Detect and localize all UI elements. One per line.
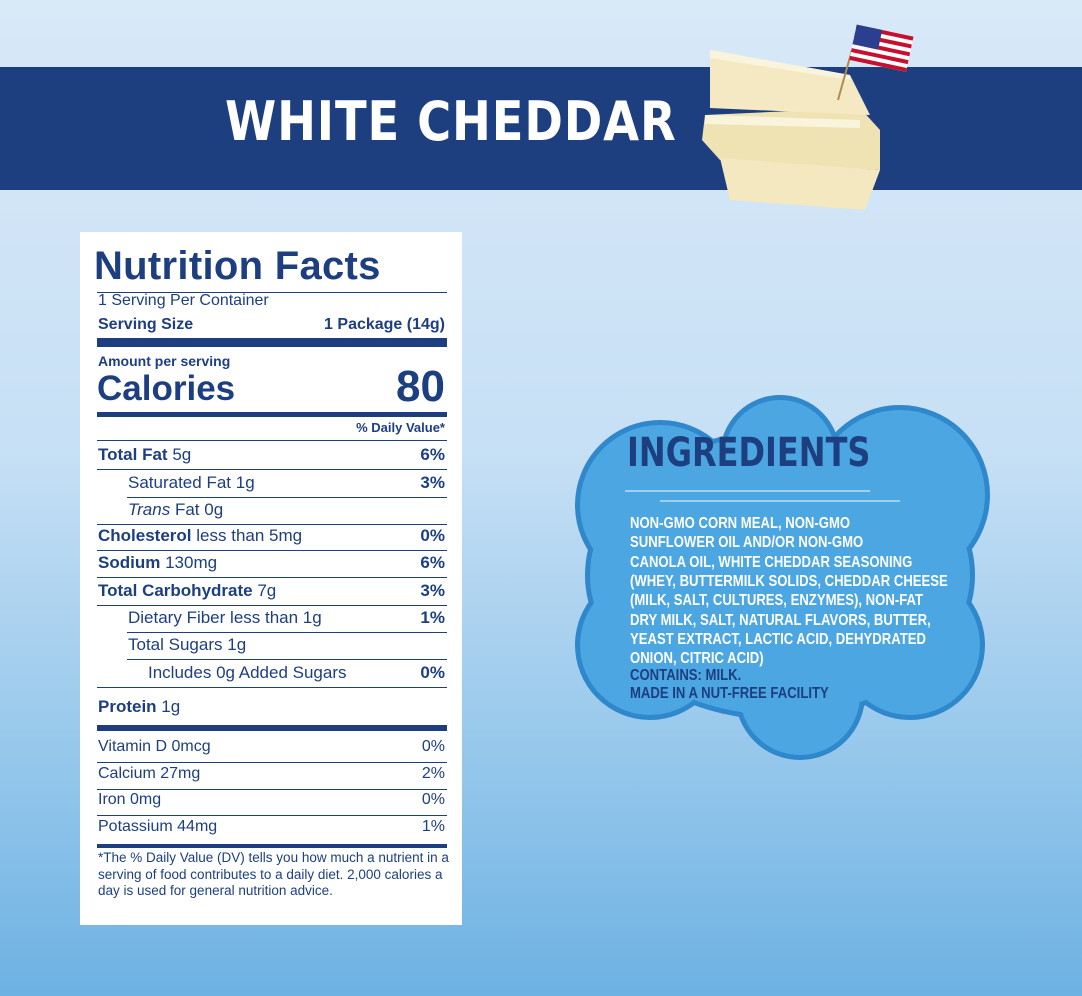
nutrition-label: Nutrition Facts 1 Serving Per Container Se… <box>80 232 462 925</box>
rule <box>97 844 447 848</box>
nutrient-dv: 6% <box>420 553 445 572</box>
ingredient-line: NON-GMO CORN MEAL, NON-GMO <box>630 515 851 532</box>
vitamin-dv: 1% <box>421 818 445 835</box>
vitamin-amount: 44mg <box>177 818 218 835</box>
nutrient-row: Total Carbohydrate 7g <box>98 581 276 601</box>
rule <box>97 469 447 470</box>
nutrient-amount: 1g <box>161 697 181 716</box>
nutrient-row: Protein 1g <box>98 697 180 717</box>
nutrient-amount: 0g Added Sugars <box>216 663 347 682</box>
vitamin-amount: 0mcg <box>171 738 211 755</box>
vitamin-row: Potassium 44mg <box>98 818 217 836</box>
banner <box>0 67 1082 190</box>
ingredient-line: DRY MILK, SALT, NATURAL FLAVORS, BUTTER, <box>630 611 931 629</box>
ingredients-cloud <box>575 395 990 760</box>
vitamin-name: Potassium <box>98 818 173 835</box>
rule <box>97 577 447 578</box>
ingredient-line: CANOLA OIL, WHITE CHEDDAR SEASONING <box>630 553 913 571</box>
vitamin-dv: 0% <box>421 738 445 755</box>
nutrient-amount: 1g <box>227 635 247 654</box>
nutrient-row: Saturated Fat 1g <box>128 473 255 493</box>
footnote: *The % Daily Value (DV) tells you how mu… <box>98 850 449 898</box>
nutrient-name: Dietary Fiber <box>128 608 226 627</box>
vitamin-dv: 0% <box>421 791 445 808</box>
rule <box>97 440 447 441</box>
rule <box>97 815 447 816</box>
nutrient-dv: 3% <box>420 473 445 492</box>
nutrient-row: Dietary Fiber less than 1g <box>128 608 322 628</box>
nutrient-row: Total Fat 5g <box>98 445 191 465</box>
nutrient-row: Cholesterol less than 5mg <box>98 526 302 546</box>
calories-label: Calories <box>97 369 236 408</box>
ingredient-line: ONION, CITRIC ACID) <box>630 650 764 668</box>
nutrient-name: Sodium <box>98 553 161 572</box>
nutrient-name: Total Carbohydrate <box>98 581 253 600</box>
calories: 80 <box>396 362 445 411</box>
vitamin-dv: 2% <box>421 765 445 782</box>
ingredient-line: SUNFLOWER OIL AND/OR NON-GMO <box>630 534 864 552</box>
nutrient-dv: 3% <box>420 581 445 600</box>
rule <box>97 412 447 417</box>
vitamin-amount: 0mg <box>130 791 162 808</box>
rule <box>97 725 447 731</box>
nutrient-name: Cholesterol <box>98 526 192 545</box>
nutrient-name-italic: Trans <box>128 500 171 519</box>
vitamin-name: Vitamin D <box>98 738 168 755</box>
label-title: Nutrition Facts <box>94 244 381 288</box>
nutrient-amount: less than 1g <box>230 608 322 627</box>
nutrient-amount: 0g <box>204 500 224 519</box>
rule <box>97 605 447 606</box>
rule <box>97 550 447 551</box>
nutrient-dv: 0% <box>420 663 445 682</box>
nutrient-amount: 130mg <box>165 553 218 572</box>
nutrient-name: Includes <box>148 663 212 682</box>
ingredients-title: INGREDIENTS <box>627 430 871 476</box>
nutrient-dv: 0% <box>420 526 445 545</box>
nutrient-name: Saturated Fat <box>128 473 232 492</box>
nutrient-amount: 7g <box>257 581 277 600</box>
nutrient-name: Total Fat <box>98 445 168 464</box>
vitamin-row: Calcium 27mg <box>98 765 200 783</box>
nutrient-amount: 5g <box>172 445 192 464</box>
nutrient-amount: 1g <box>235 473 255 492</box>
nutrient-name: Protein <box>98 697 157 716</box>
amount-per-serving: Amount per serving <box>98 353 231 369</box>
nutrient-dv: 1% <box>420 608 445 627</box>
vitamin-name: Iron <box>98 791 126 808</box>
nutrient-dv: 6% <box>420 445 445 464</box>
rule <box>127 497 447 498</box>
rule <box>97 524 447 525</box>
rule <box>97 292 447 293</box>
nutrient-row: Total Sugars 1g <box>128 635 246 655</box>
nutrient-row: Sodium 130mg <box>98 553 217 573</box>
ingredient-line: YEAST EXTRACT, LACTIC ACID, DEHYDRATED <box>630 630 926 648</box>
facility: MADE IN A NUT-FREE FACILITY <box>630 685 829 702</box>
cheese-illustration <box>702 24 914 210</box>
ingredient-line: (WHEY, BUTTERMILK SOLIDS, CHEDDAR CHEESE <box>630 572 948 590</box>
nutrient-row: Trans Fat 0g <box>128 500 223 520</box>
nutrient-amount: less than 5mg <box>196 526 303 545</box>
nutrient-row: Includes 0g Added Sugars <box>148 663 347 683</box>
rule <box>127 632 447 633</box>
vitamin-name: Calcium <box>98 765 156 782</box>
nutrient-name: Fat <box>174 500 200 519</box>
rule <box>97 338 447 347</box>
contains: CONTAINS: MILK. <box>630 667 742 684</box>
rule <box>127 659 447 660</box>
rule <box>97 687 447 688</box>
daily-value-header: % Daily Value* <box>356 420 445 435</box>
vitamin-amount: 27mg <box>160 765 201 782</box>
serving-size-label: Serving Size <box>98 316 194 333</box>
servings: 1 Serving Per Container <box>98 292 269 309</box>
product-title: WHITE CHEDDAR <box>225 90 677 153</box>
serving-size: 1 Package (14g) <box>324 316 445 333</box>
nutrient-name: Total Sugars <box>128 635 223 654</box>
vitamin-row: Iron 0mg <box>98 791 161 809</box>
vitamin-row: Vitamin D 0mcg <box>98 738 211 756</box>
ingredient-line: (MILK, SALT, CULTURES, ENZYMES), NON-FAT <box>630 592 923 610</box>
rule <box>97 789 447 790</box>
rule <box>97 762 447 763</box>
